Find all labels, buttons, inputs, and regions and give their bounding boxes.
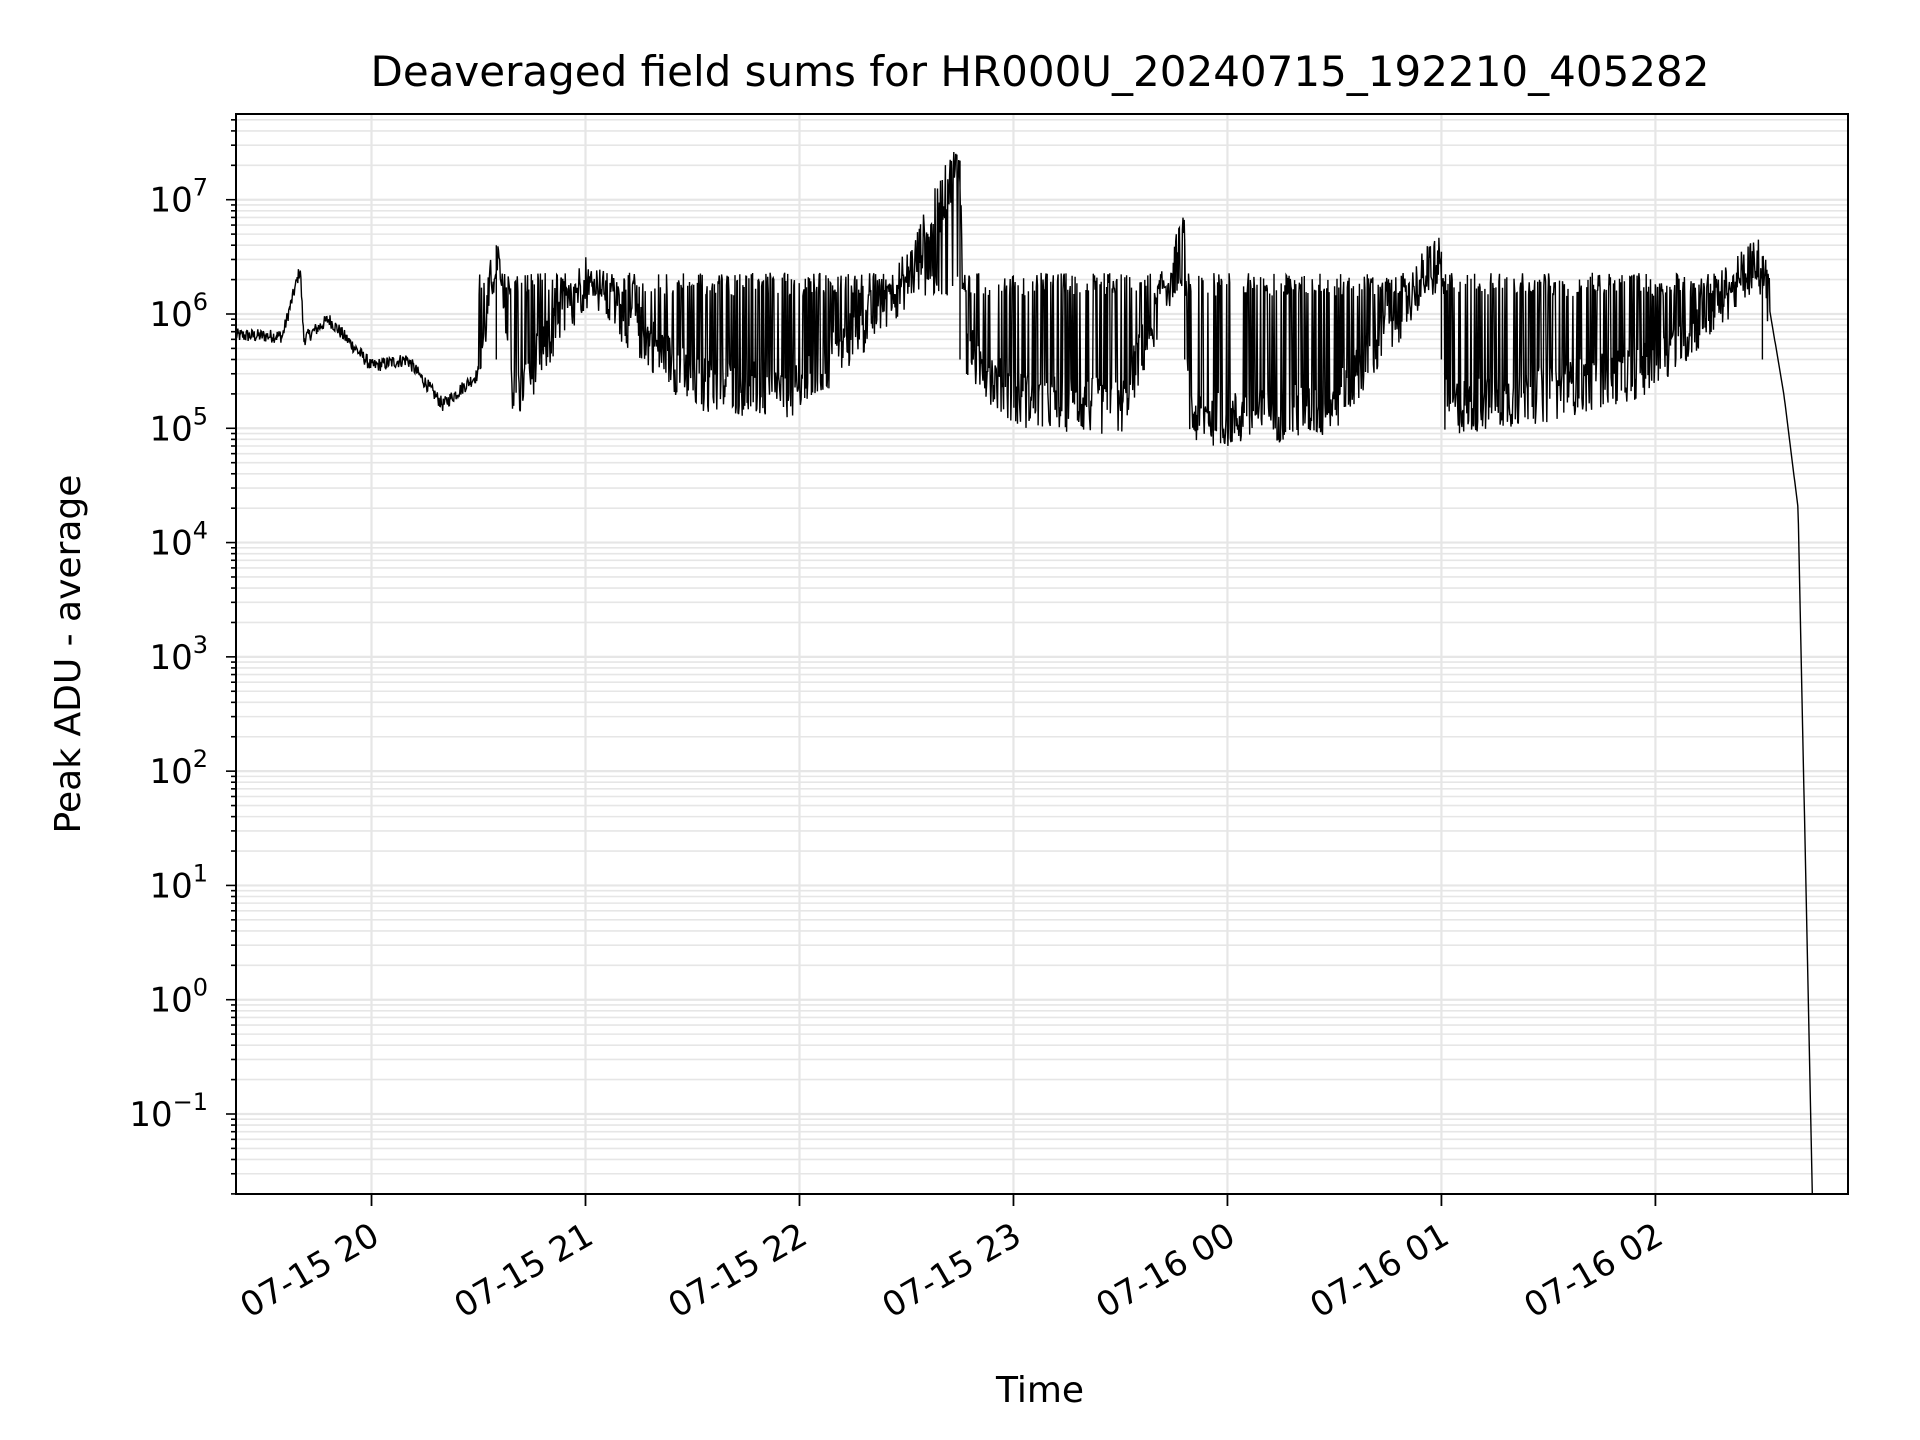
y-tick-label: 102	[149, 745, 208, 792]
y-tick-label: 107	[149, 174, 208, 221]
y-tick-label: 106	[149, 288, 208, 335]
plot-frame	[235, 113, 1849, 1195]
y-tick-label: 105	[149, 402, 208, 449]
chart-title: Deaveraged field sums for HR000U_2024071…	[371, 47, 1710, 96]
series-line	[235, 151, 1813, 1194]
y-tick-label: 10−1	[129, 1088, 208, 1135]
x-axis-label: Time	[995, 1370, 1084, 1411]
y-tick-label: 103	[149, 631, 208, 678]
series-group	[235, 151, 1813, 1194]
y-axis: 10−1 100 101 102 103 104 105 106 107	[129, 119, 236, 1195]
y-axis-label: Peak ADU - average	[48, 475, 89, 834]
y-tick-label: 100	[149, 974, 208, 1021]
y-tick-label: 101	[149, 859, 208, 906]
y-tick-label: 104	[149, 517, 208, 564]
